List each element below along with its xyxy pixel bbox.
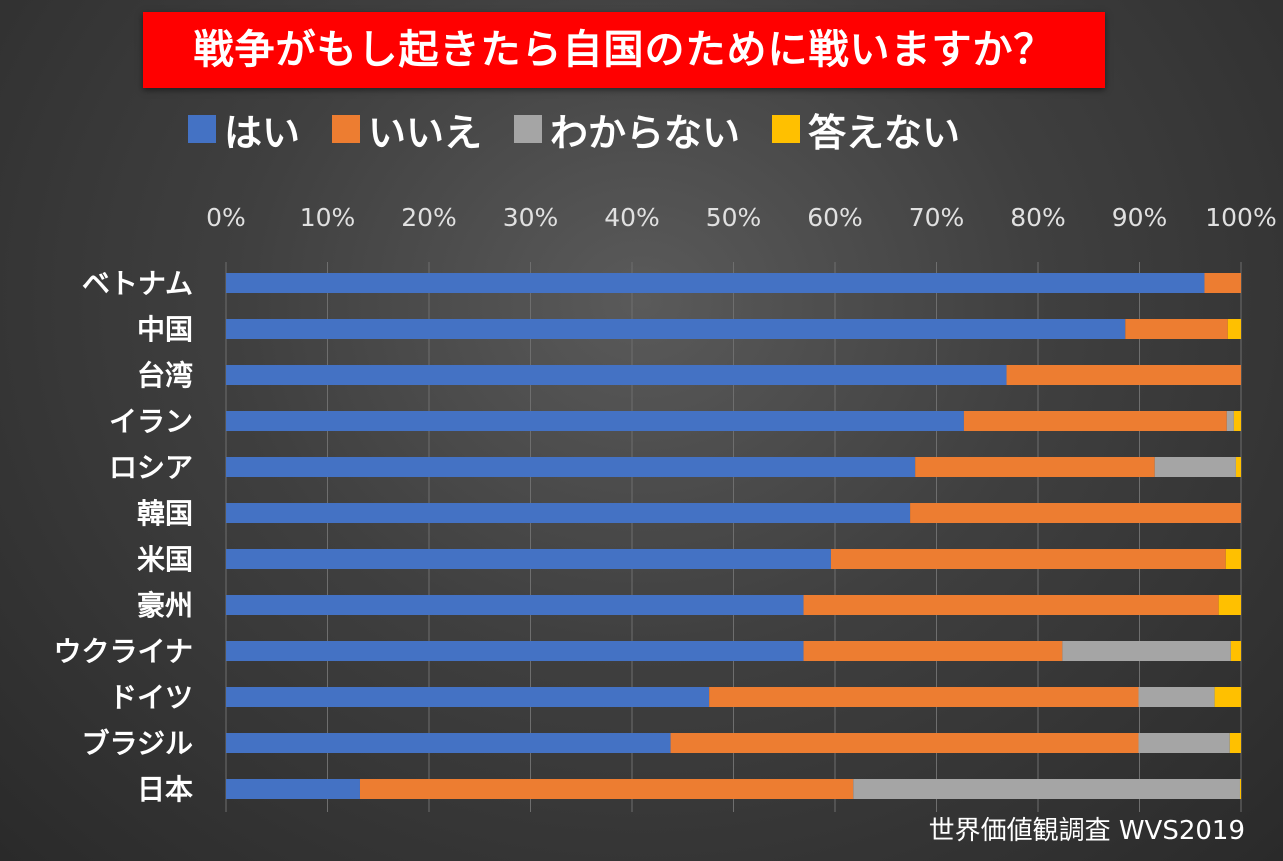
legend: はい いいえ わからない 答えない xyxy=(188,102,960,157)
bar-segment xyxy=(1006,365,1241,385)
bar-segment xyxy=(226,319,1126,339)
legend-item: わからない xyxy=(514,102,740,157)
x-tick-label: 0% xyxy=(206,203,246,232)
bar-segment xyxy=(709,687,1139,707)
legend-swatch xyxy=(514,115,543,143)
x-tick-label: 60% xyxy=(807,203,863,232)
source-note: 世界価値観調査 WVS2019 xyxy=(928,816,1245,846)
bar-segment xyxy=(803,641,1063,661)
bar-segment xyxy=(226,411,964,431)
bar-segment xyxy=(1235,457,1241,477)
category-label: ベトナム xyxy=(82,267,193,300)
x-tick-label: 70% xyxy=(909,203,965,232)
legend-item: いいえ xyxy=(332,102,482,157)
bar-segment xyxy=(803,595,1219,615)
category-label: 米国 xyxy=(137,543,193,576)
category-label: ブラジル xyxy=(82,727,193,760)
bar-segment xyxy=(915,457,1155,477)
bar-segment xyxy=(1227,319,1241,339)
x-tick-label: 80% xyxy=(1010,203,1066,232)
legend-swatch xyxy=(332,115,361,143)
bar-segment xyxy=(910,503,1241,523)
legend-item: 答えない xyxy=(772,102,960,157)
bar-segment xyxy=(226,687,710,707)
category-label: 豪州 xyxy=(137,589,193,622)
x-tick-label: 20% xyxy=(401,203,457,232)
bar-segment xyxy=(830,549,1226,569)
category-label: ロシア xyxy=(109,451,193,484)
bar-segment xyxy=(853,779,1240,799)
bar-segment xyxy=(1062,641,1231,661)
legend-item: はい xyxy=(188,102,300,157)
bar-segment xyxy=(1154,457,1236,477)
bar-segment xyxy=(226,273,1205,293)
category-label: ドイツ xyxy=(109,681,193,714)
legend-swatch xyxy=(772,115,801,143)
bar-segment xyxy=(226,503,911,523)
bar-segment xyxy=(1138,687,1215,707)
bar-segment xyxy=(1233,411,1241,431)
legend-label: わからない xyxy=(550,110,741,155)
bar-segment xyxy=(359,779,854,799)
bar-segment xyxy=(1229,733,1241,753)
bar-segment xyxy=(226,549,831,569)
bar-segment xyxy=(1138,733,1230,753)
bar-segment xyxy=(1214,687,1241,707)
legend-label: いいえ xyxy=(368,110,483,155)
legend-label: はい xyxy=(224,110,301,155)
category-label: 中国 xyxy=(137,313,193,346)
bar-segment xyxy=(226,595,804,615)
bar-segment xyxy=(226,733,671,753)
bar-segment xyxy=(1125,319,1228,339)
x-tick-label: 100% xyxy=(1205,203,1276,232)
bar-segment xyxy=(1230,641,1241,661)
category-label: イラン xyxy=(109,405,193,438)
bar-segment xyxy=(1239,779,1241,799)
category-label: 日本 xyxy=(137,773,193,806)
bar-segment xyxy=(963,411,1227,431)
x-tick-label: 10% xyxy=(300,203,356,232)
x-tick-label: 30% xyxy=(503,203,559,232)
title-banner: 戦争がもし起きたら自国のために戦いますか？ xyxy=(143,12,1105,88)
x-tick-label: 40% xyxy=(604,203,660,232)
bar-segment xyxy=(670,733,1139,753)
bar-segment xyxy=(226,641,804,661)
bar-segment xyxy=(226,779,360,799)
bar-segment xyxy=(1225,549,1241,569)
legend-label: 答えない xyxy=(808,110,961,155)
bar-segment xyxy=(226,365,1007,385)
category-label: ウクライナ xyxy=(54,635,193,668)
x-tick-label: 90% xyxy=(1112,203,1168,232)
bar-segment xyxy=(226,457,916,477)
category-label: 台湾 xyxy=(137,359,193,392)
chart-title: 戦争がもし起きたら自国のために戦いますか？ xyxy=(193,27,1055,73)
category-label: 韓国 xyxy=(137,497,193,530)
x-tick-label: 50% xyxy=(706,203,762,232)
bar-segment xyxy=(1226,411,1234,431)
legend-swatch xyxy=(188,115,216,143)
bar-segment xyxy=(1218,595,1241,615)
bar-segment xyxy=(1204,273,1241,293)
